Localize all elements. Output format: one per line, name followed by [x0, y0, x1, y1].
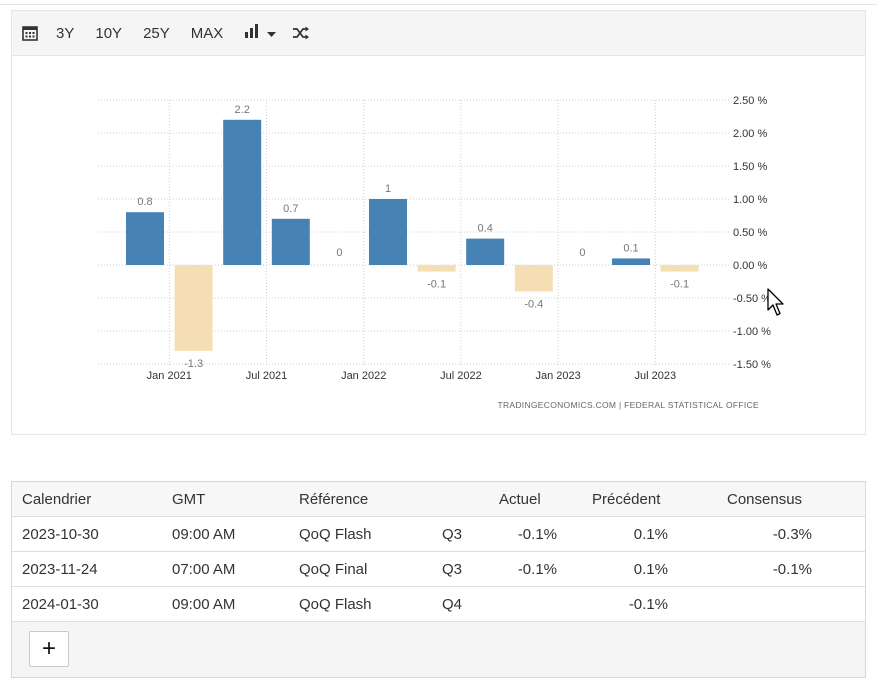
row-period: Q3 — [442, 561, 463, 578]
data-label: 1 — [385, 183, 391, 195]
x-tick-label: Jul 2022 — [440, 370, 482, 382]
header-reference: Référence — [299, 491, 369, 508]
data-label: -0.4 — [524, 298, 543, 310]
header-gmt: GMT — [172, 491, 206, 508]
x-tick-label: Jan 2021 — [147, 370, 192, 382]
data-label: 0.4 — [478, 223, 493, 235]
table-row: 2024-01-30 09:00 AM QoQ Flash Q4 -0.1% — [12, 587, 865, 622]
row-actual: -0.1% — [517, 526, 557, 543]
bar — [271, 218, 310, 265]
table-header-row: Calendrier GMT Référence Actuel Précéden… — [12, 482, 865, 517]
row-reference: QoQ Final — [299, 561, 368, 578]
mouse-cursor-icon — [767, 288, 787, 323]
row-previous: 0.1% — [633, 526, 668, 543]
table-footer: + — [12, 622, 865, 677]
range-10y-button[interactable]: 10Y — [95, 24, 123, 42]
bar — [466, 238, 505, 265]
row-date: 2024-01-30 — [22, 596, 99, 613]
y-tick-label: 0.00 % — [733, 260, 767, 272]
bar-chart-icon — [244, 24, 260, 42]
x-tick-label: Jan 2023 — [535, 370, 580, 382]
row-actual: -0.1% — [517, 561, 557, 578]
data-label: 0.8 — [137, 196, 152, 208]
row-reference: QoQ Flash — [299, 596, 372, 613]
row-reference: QoQ Flash — [299, 526, 372, 543]
y-tick-label: 2.00 % — [733, 128, 767, 140]
show-more-button[interactable]: + — [29, 631, 69, 667]
row-period: Q3 — [442, 526, 463, 543]
data-label: 0.7 — [283, 203, 298, 215]
row-previous: -0.1% — [628, 596, 668, 613]
y-tick-label: 1.50 % — [733, 161, 767, 173]
shuffle-icon[interactable] — [292, 18, 310, 48]
data-label: 2.2 — [235, 104, 250, 116]
row-previous: 0.1% — [633, 561, 668, 578]
chart-panel: 3Y 10Y 25Y MAX 2.50 % 2.00 — [11, 10, 866, 435]
bar — [417, 265, 456, 272]
y-tick-label: 1.00 % — [733, 194, 767, 206]
chart-source: TRADINGECONOMICS.COM | FEDERAL STATISTIC… — [497, 400, 759, 410]
bar — [514, 265, 553, 292]
chart-type-dropdown[interactable] — [244, 18, 277, 48]
data-label: 0.1 — [623, 242, 638, 254]
y-tick-label: 0.50 % — [733, 227, 767, 239]
row-time: 09:00 AM — [172, 526, 236, 543]
bar — [174, 265, 213, 351]
range-25y-button[interactable]: 25Y — [143, 24, 170, 42]
range-3y-button[interactable]: 3Y — [56, 24, 75, 42]
header-actual: Actuel — [499, 491, 541, 508]
x-tick-label: Jul 2021 — [246, 370, 288, 382]
calendar-icon[interactable] — [22, 25, 38, 41]
chart-toolbar: 3Y 10Y 25Y MAX — [12, 11, 865, 56]
y-tick-label: 2.50 % — [733, 95, 767, 107]
data-label: 0 — [579, 247, 585, 259]
calendar-table: Calendrier GMT Référence Actuel Précéden… — [11, 481, 866, 678]
range-max-button[interactable]: MAX — [190, 24, 224, 42]
bar — [126, 212, 164, 265]
data-label: -1.3 — [184, 358, 203, 370]
y-tick-label: -1.50 % — [733, 359, 771, 371]
header-calendar: Calendrier — [22, 491, 92, 508]
header-consensus: Consensus — [727, 491, 803, 508]
row-date: 2023-10-30 — [22, 526, 99, 543]
data-label: 0 — [336, 247, 342, 259]
x-tick-label: Jul 2023 — [635, 370, 677, 382]
row-time: 09:00 AM — [172, 596, 236, 613]
caret-down-icon — [267, 25, 277, 42]
bar — [369, 199, 407, 265]
bar — [223, 119, 262, 265]
bar — [612, 258, 650, 265]
table-row: 2023-11-24 07:00 AM QoQ Final Q3 -0.1% 0… — [12, 552, 865, 587]
data-label: -0.1 — [670, 279, 689, 291]
row-date: 2023-11-24 — [22, 561, 98, 578]
bar-chart: 2.50 % 2.00 % 1.50 % 1.00 % 0.50 % 0.00 % -0.5… — [98, 95, 771, 410]
y-tick-label: -1.00 % — [733, 326, 771, 338]
row-consensus: -0.3% — [772, 526, 812, 543]
bar — [660, 265, 699, 272]
row-consensus: -0.1% — [772, 561, 812, 578]
row-period: Q4 — [442, 596, 463, 613]
y-tick-label: -0.50 % — [733, 293, 771, 305]
row-time: 07:00 AM — [172, 561, 236, 578]
x-tick-label: Jan 2022 — [341, 370, 386, 382]
table-row: 2023-10-30 09:00 AM QoQ Flash Q3 -0.1% 0… — [12, 517, 865, 552]
header-previous: Précédent — [592, 491, 661, 508]
data-label: -0.1 — [427, 279, 446, 291]
top-border — [0, 0, 877, 5]
